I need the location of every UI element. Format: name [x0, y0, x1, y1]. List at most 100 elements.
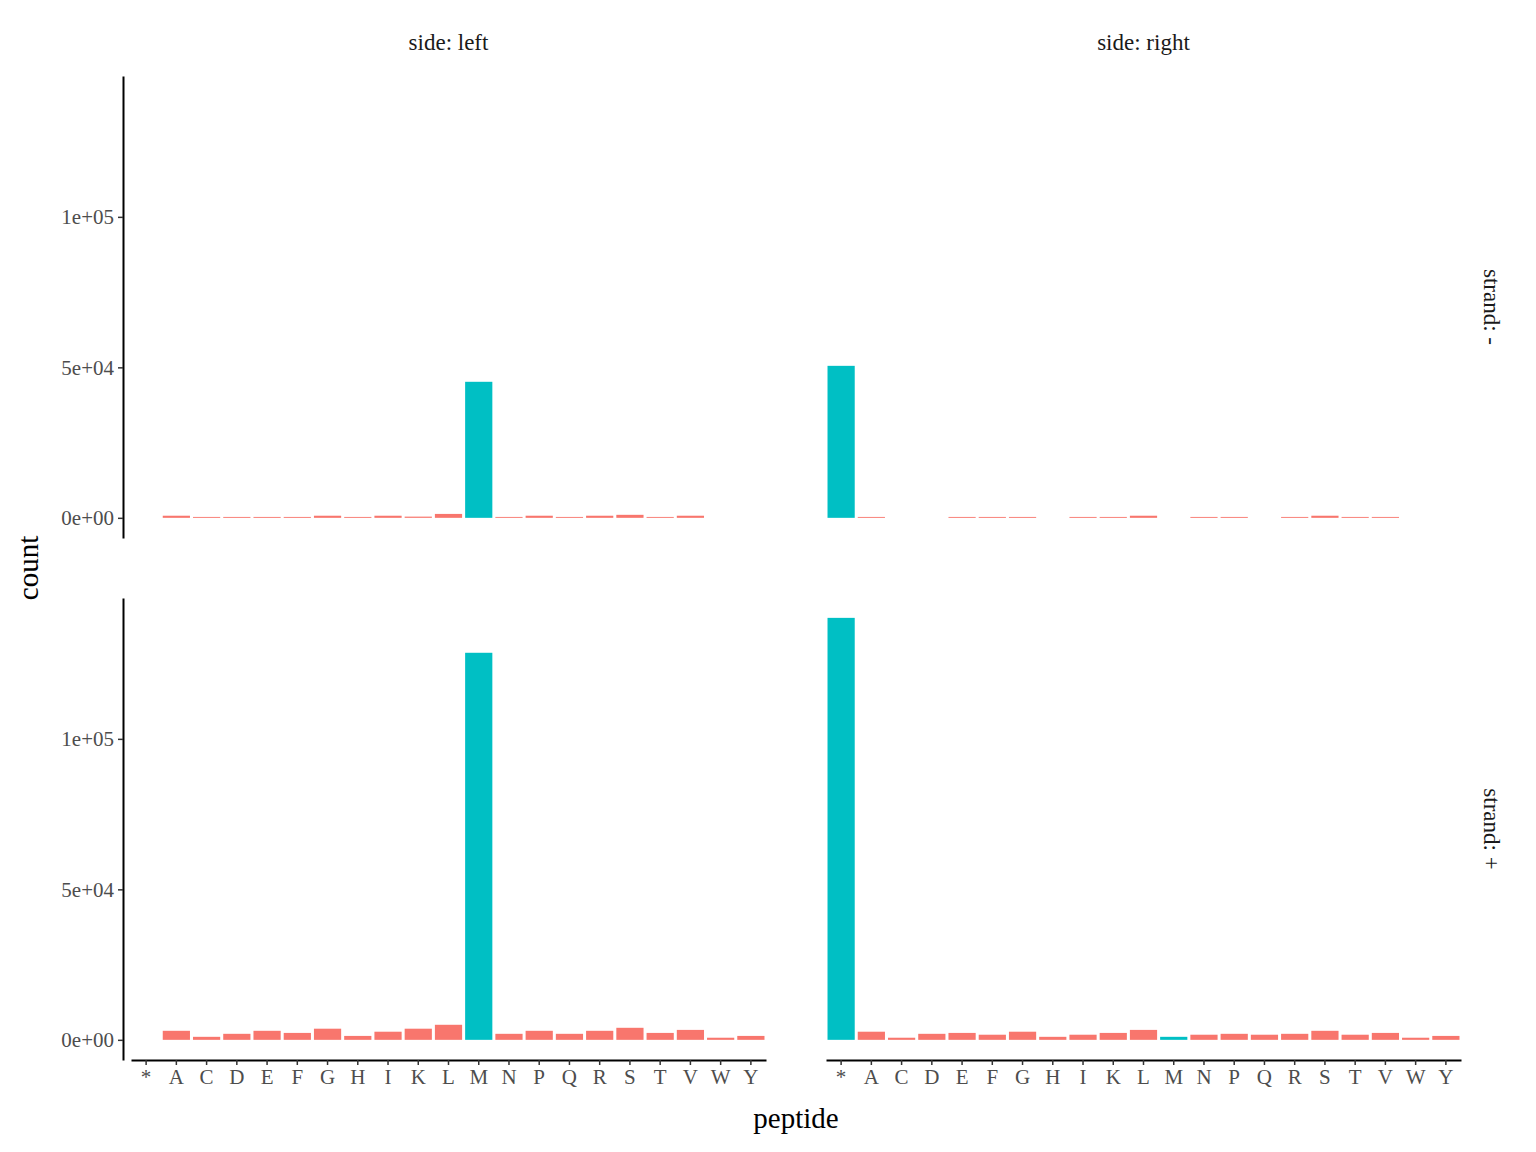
x-tick: *: [141, 1060, 152, 1089]
facet-column-label: side: left: [409, 30, 489, 55]
x-tick-label: K: [1106, 1065, 1121, 1089]
bar: [1251, 1035, 1278, 1040]
bar: [465, 653, 492, 1040]
x-tick: I: [385, 1060, 392, 1089]
x-tick: L: [1137, 1060, 1150, 1089]
y-tick-mark: [118, 217, 123, 219]
x-tick: V: [683, 1060, 698, 1089]
panel: 0e+005e+041e+05*ACDEFGHIKLMNPQRSTVWY: [61, 599, 766, 1089]
x-tick: A: [864, 1060, 880, 1089]
x-tick-label: C: [200, 1065, 214, 1089]
x-tick: E: [261, 1060, 274, 1089]
x-tick-label: H: [1045, 1065, 1060, 1089]
bar: [828, 618, 855, 1040]
bar: [193, 1037, 220, 1040]
x-tick: Q: [1257, 1060, 1272, 1089]
bar: [1130, 516, 1157, 518]
x-tick-label: L: [442, 1065, 455, 1089]
bar: [223, 1034, 250, 1040]
panel: *ACDEFGHIKLMNPQRSTVWY: [827, 618, 1462, 1089]
bar: [918, 1034, 945, 1040]
x-tick: W: [1406, 1060, 1426, 1089]
x-tick: I: [1080, 1060, 1087, 1089]
bar: [1372, 516, 1399, 518]
bar: [677, 1030, 704, 1040]
x-tick: *: [836, 1060, 847, 1089]
bar: [1009, 1032, 1036, 1040]
x-tick-label: G: [1015, 1065, 1030, 1089]
panel: 0e+005e+041e+05: [61, 77, 704, 539]
x-tick: F: [986, 1060, 998, 1089]
x-tick-label: T: [654, 1065, 667, 1089]
bar: [556, 1034, 583, 1040]
x-tick: W: [711, 1060, 731, 1089]
x-tick-label: L: [1137, 1065, 1150, 1089]
bar: [1402, 1038, 1429, 1040]
bar: [284, 516, 311, 518]
bar: [616, 515, 643, 518]
bar: [556, 516, 583, 518]
bar: [1160, 1037, 1187, 1040]
x-tick: Q: [562, 1060, 577, 1089]
bar: [1190, 1035, 1217, 1040]
bar: [495, 516, 522, 518]
bar: [526, 516, 553, 518]
y-axis-line: [123, 599, 125, 1061]
x-tick: D: [924, 1060, 939, 1089]
y-tick-mark: [118, 739, 123, 741]
x-tick-label: A: [864, 1065, 880, 1089]
x-tick: C: [200, 1060, 214, 1089]
x-tick: T: [654, 1060, 667, 1089]
y-tick: 0e+00: [61, 1028, 123, 1052]
x-tick: S: [624, 1060, 636, 1089]
chart: 0e+005e+041e+05 0e+005e+041e+05*ACDEFGHIK…: [0, 0, 1536, 1152]
x-tick-label: W: [711, 1065, 731, 1089]
x-tick-label: *: [141, 1065, 152, 1089]
bar: [314, 516, 341, 518]
x-tick-label: Y: [743, 1065, 758, 1089]
y-axis-line: [123, 77, 125, 539]
bars: [163, 653, 765, 1040]
x-tick: H: [350, 1060, 365, 1089]
bar: [948, 516, 975, 518]
facet-row-label: strand: -: [1479, 269, 1504, 345]
x-tick-label: S: [624, 1065, 636, 1089]
x-tick-label: K: [411, 1065, 426, 1089]
y-tick: 0e+00: [61, 506, 123, 530]
bar: [1372, 1033, 1399, 1040]
bar: [314, 1029, 341, 1040]
bar: [405, 517, 432, 518]
y-tick: 1e+05: [61, 205, 123, 229]
bar: [979, 1035, 1006, 1040]
x-tick-label: *: [836, 1065, 847, 1089]
bar: [526, 1031, 553, 1040]
bar: [344, 1036, 371, 1040]
bar: [193, 516, 220, 518]
x-tick-label: F: [986, 1065, 998, 1089]
bar: [1069, 1035, 1096, 1040]
x-tick-label: N: [1196, 1065, 1211, 1089]
x-tick: L: [442, 1060, 455, 1089]
bar: [888, 1038, 915, 1040]
x-tick: S: [1319, 1060, 1331, 1089]
bar: [1009, 516, 1036, 518]
x-tick-label: P: [533, 1065, 545, 1089]
y-tick-mark: [118, 889, 123, 891]
x-tick-label: W: [1406, 1065, 1426, 1089]
bar: [223, 516, 250, 518]
bar: [677, 516, 704, 518]
bar: [435, 1025, 462, 1040]
x-axis: *ACDEFGHIKLMNPQRSTVWY: [132, 1060, 767, 1089]
x-tick-label: V: [1378, 1065, 1393, 1089]
bars: [163, 382, 704, 518]
bar: [1281, 516, 1308, 518]
x-tick: H: [1045, 1060, 1060, 1089]
bar: [1100, 516, 1127, 518]
x-tick-label: Y: [1438, 1065, 1453, 1089]
x-tick-label: G: [320, 1065, 335, 1089]
x-axis-title: peptide: [753, 1102, 838, 1134]
x-tick: M: [1164, 1060, 1183, 1089]
x-tick: K: [1106, 1060, 1121, 1089]
x-tick: E: [956, 1060, 969, 1089]
bar: [586, 516, 613, 518]
